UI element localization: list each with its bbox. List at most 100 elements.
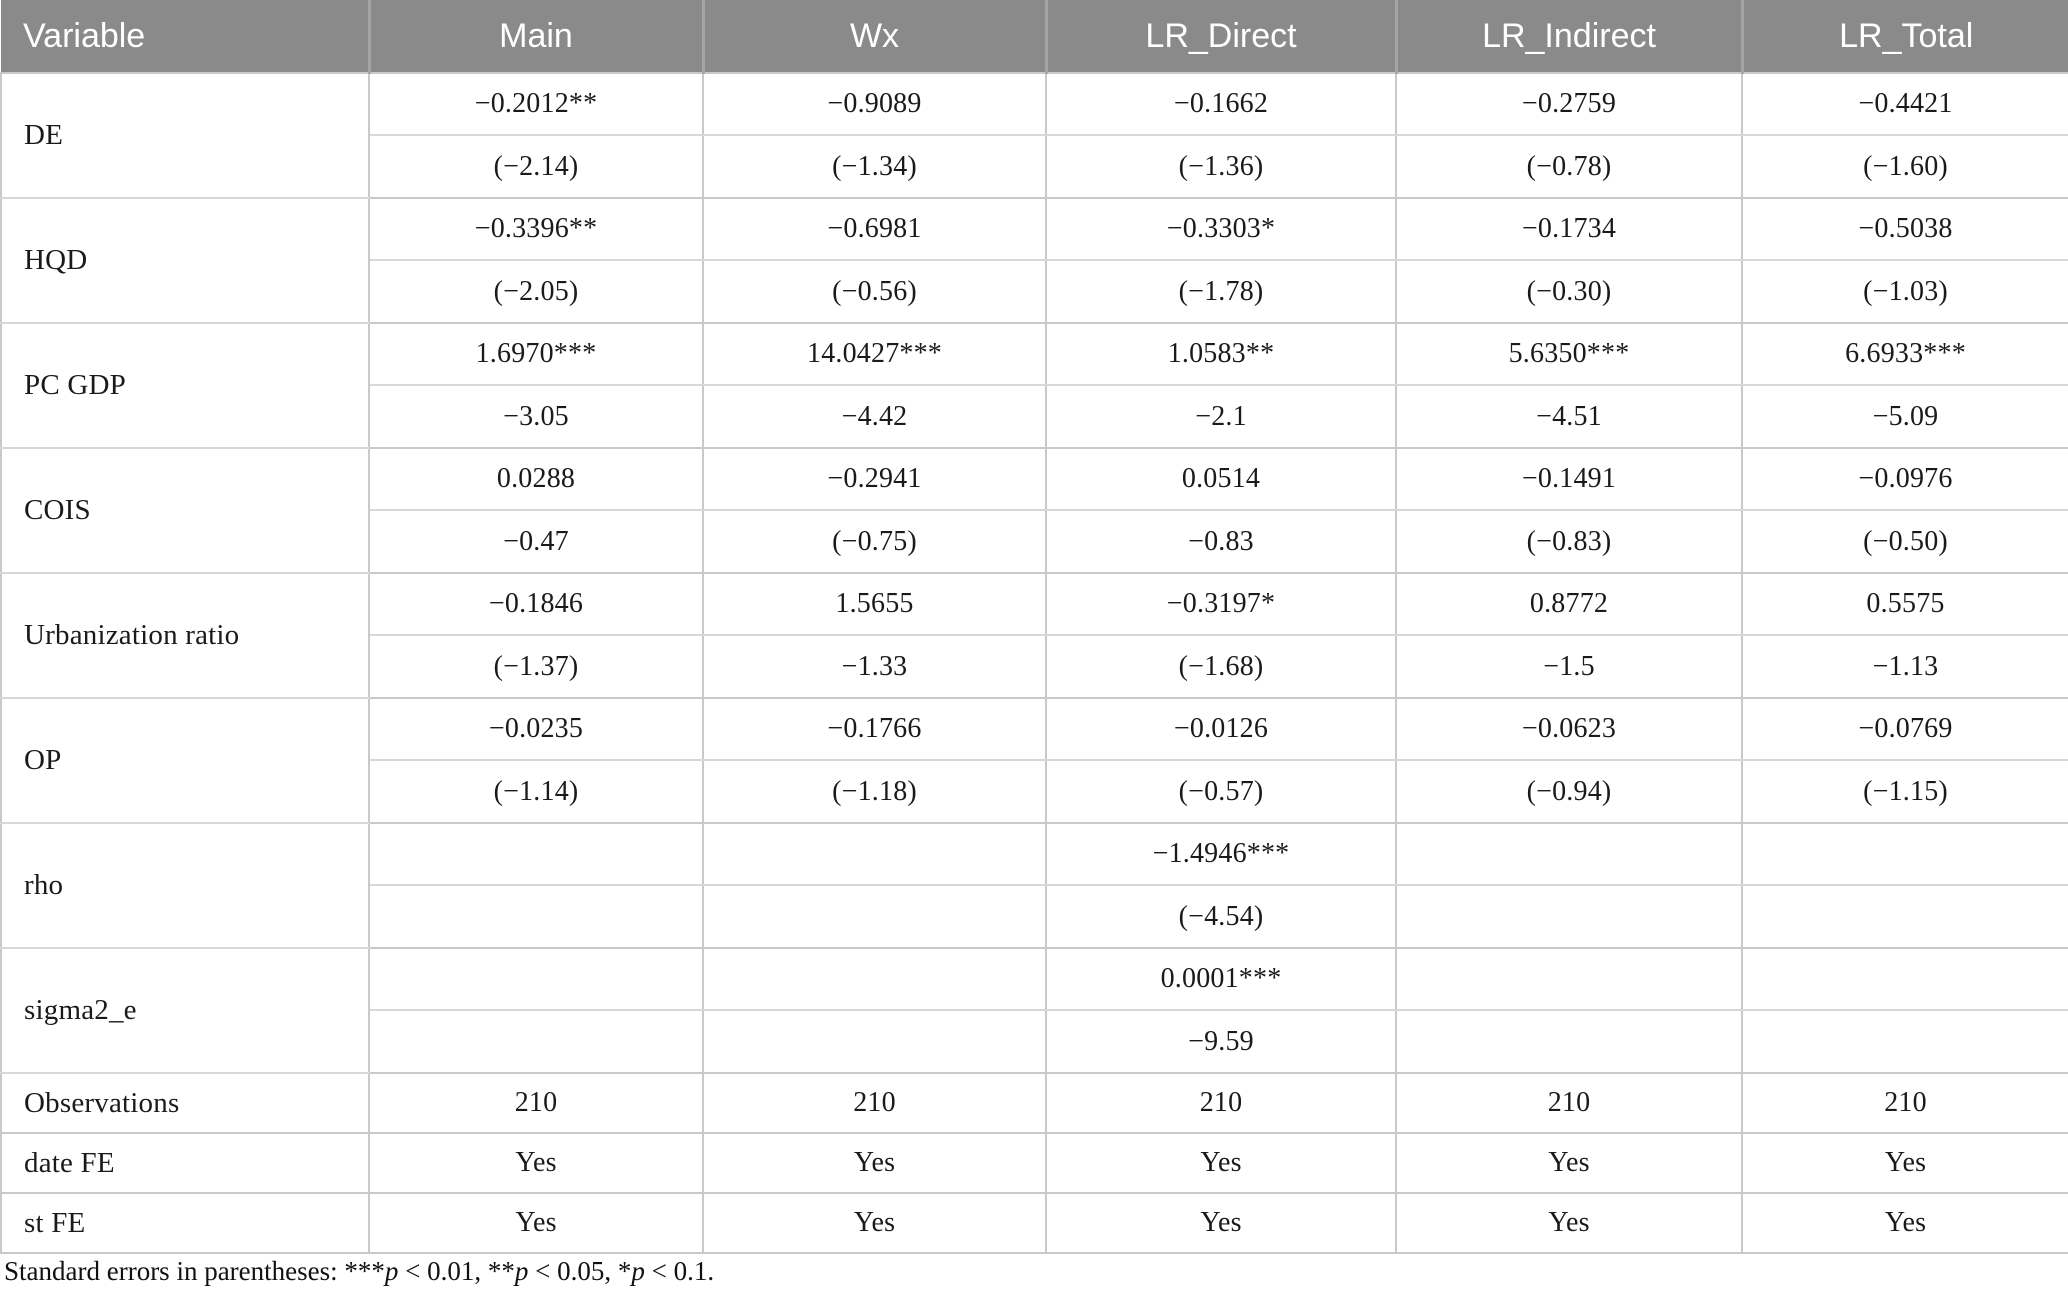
- stat-row-op: (−1.14) (−1.18) (−0.57) (−0.94) (−1.15): [1, 759, 2068, 824]
- summary-label-date-fe: date FE: [0, 1132, 370, 1194]
- coef-cell: −0.9089: [702, 72, 1047, 136]
- table-body: DE −0.2012** −0.9089 −0.1662 −0.2759 −0.4421(…: [0, 72, 2068, 1254]
- coef-row-urbanization-ratio: Urbanization ratio −0.1846 1.5655 −0.3197* 0…: [0, 572, 2068, 699]
- stat-row-pc-gdp: −3.05 −4.42 −2.1 −4.51 −5.09: [1, 384, 2068, 449]
- coef-cell: −0.0126: [1045, 697, 1397, 761]
- coef-cell: −0.0235: [368, 697, 704, 761]
- stat-cell: [1395, 1009, 1743, 1074]
- summary-row-st-fe: st FE Yes Yes Yes Yes Yes: [0, 1192, 2068, 1254]
- coef-cell: −0.3396**: [368, 197, 704, 261]
- coef-cell: 0.5575: [1741, 572, 2068, 636]
- coef-row-cois: COIS 0.0288 −0.2941 0.0514 −0.1491 −0.0976: [0, 447, 2068, 574]
- coef-cell: 14.0427***: [702, 322, 1047, 386]
- coef-row-sigma2-e: sigma2_e 0.0001***: [0, 947, 2068, 1074]
- summary-cell: 210: [702, 1072, 1047, 1134]
- coef-cell: −0.3197*: [1045, 572, 1397, 636]
- stat-cell: −0.83: [1045, 509, 1397, 574]
- stat-cell: (−1.78): [1045, 259, 1397, 324]
- coef-cell: 0.0001***: [1045, 947, 1397, 1011]
- coef-row-de: DE −0.2012** −0.9089 −0.1662 −0.2759 −0.4421: [0, 72, 2068, 199]
- summary-cell: 210: [1045, 1072, 1397, 1134]
- stat-cell: −5.09: [1741, 384, 2068, 449]
- table-header: Variable Main Wx LR_Direct LR_Indirect LR_Tot…: [1, 0, 2068, 73]
- stat-cell: (−0.94): [1395, 759, 1743, 824]
- stat-cell: [702, 1009, 1047, 1074]
- coef-cell: 1.0583**: [1045, 322, 1397, 386]
- coef-cell: [1741, 947, 2068, 1011]
- coef-cell: −0.0769: [1741, 697, 2068, 761]
- stat-cell: (−1.60): [1741, 134, 2068, 199]
- coef-cell: −0.1662: [1045, 72, 1397, 136]
- coef-cell: −0.2759: [1395, 72, 1743, 136]
- stat-cell: (−4.54): [1045, 884, 1397, 949]
- stat-cell: (−0.83): [1395, 509, 1743, 574]
- coef-cell: −0.1846: [368, 572, 704, 636]
- stat-cell: −1.5: [1395, 634, 1743, 699]
- summary-cell: Yes: [368, 1192, 704, 1254]
- stat-cell: (−1.03): [1741, 259, 2068, 324]
- coef-cell: −0.5038: [1741, 197, 2068, 261]
- variable-label-rho: rho: [0, 822, 370, 949]
- stat-cell: (−1.18): [702, 759, 1047, 824]
- coef-cell: −0.0623: [1395, 697, 1743, 761]
- stat-cell: [368, 1009, 704, 1074]
- stat-cell: (−2.14): [368, 134, 704, 199]
- summary-cell: Yes: [702, 1132, 1047, 1194]
- stat-cell: (−0.56): [702, 259, 1047, 324]
- header-cell-lr-direct: LR_Direct: [1046, 0, 1398, 73]
- footnote-segment: < 0.01, **: [398, 1256, 515, 1286]
- footnote-segment: p: [514, 1256, 529, 1286]
- header-cell-main: Main: [369, 0, 705, 73]
- coef-cell: −0.1491: [1395, 447, 1743, 511]
- coef-cell: [702, 822, 1047, 886]
- coef-cell: −0.2012**: [368, 72, 704, 136]
- summary-cell: Yes: [368, 1132, 704, 1194]
- stat-cell: −0.47: [368, 509, 704, 574]
- summary-cell: Yes: [1741, 1192, 2068, 1254]
- summary-cell: 210: [1741, 1072, 2068, 1134]
- coef-cell: −0.1766: [702, 697, 1047, 761]
- coef-row-pc-gdp: PC GDP 1.6970*** 14.0427*** 1.0583** 5.6350*…: [0, 322, 2068, 449]
- regression-results-table: Variable Main Wx LR_Direct LR_Indirect LR_Tot…: [0, 0, 2068, 1254]
- coef-cell: −0.3303*: [1045, 197, 1397, 261]
- summary-cell: Yes: [1045, 1132, 1397, 1194]
- summary-cell: 210: [368, 1072, 704, 1134]
- header-cell-variable: Variable: [1, 0, 371, 73]
- variable-label-urbanization-ratio: Urbanization ratio: [0, 572, 370, 699]
- stat-cell: [368, 884, 704, 949]
- summary-label-observations: Observations: [0, 1072, 370, 1134]
- coef-cell: [1395, 822, 1743, 886]
- stat-cell: −2.1: [1045, 384, 1397, 449]
- stat-cell: −3.05: [368, 384, 704, 449]
- stat-row-cois: −0.47 (−0.75) −0.83 (−0.83) (−0.50): [1, 509, 2068, 574]
- footnote-segment: p: [384, 1256, 399, 1286]
- coef-cell: 1.5655: [702, 572, 1047, 636]
- stat-cell: (−1.68): [1045, 634, 1397, 699]
- summary-cell: Yes: [1395, 1132, 1743, 1194]
- stat-cell: −4.51: [1395, 384, 1743, 449]
- variable-label-de: DE: [0, 72, 370, 199]
- variable-label-pc-gdp: PC GDP: [0, 322, 370, 449]
- variable-label-op: OP: [0, 697, 370, 824]
- stat-cell: [702, 884, 1047, 949]
- coef-row-hqd: HQD −0.3396** −0.6981 −0.3303* −0.1734 −0.503…: [0, 197, 2068, 324]
- stat-cell: −1.33: [702, 634, 1047, 699]
- footnote: Standard errors in parentheses: ***p < 0…: [4, 1256, 714, 1287]
- header-cell-wx: Wx: [703, 0, 1048, 73]
- footnote-segment: p: [631, 1256, 645, 1286]
- stat-cell: −9.59: [1045, 1009, 1397, 1074]
- stat-row-hqd: (−2.05) (−0.56) (−1.78) (−0.30) (−1.03): [1, 259, 2068, 324]
- variable-label-cois: COIS: [0, 447, 370, 574]
- stat-cell: (−0.30): [1395, 259, 1743, 324]
- stat-cell: (−0.57): [1045, 759, 1397, 824]
- coef-row-op: OP −0.0235 −0.1766 −0.0126 −0.0623 −0.0769: [0, 697, 2068, 824]
- coef-cell: −0.1734: [1395, 197, 1743, 261]
- coef-cell: [1395, 947, 1743, 1011]
- stat-row-sigma2-e: −9.59: [1, 1009, 2068, 1074]
- coef-cell: 0.0288: [368, 447, 704, 511]
- coef-cell: 6.6933***: [1741, 322, 2068, 386]
- coef-cell: [368, 947, 704, 1011]
- coef-cell: −0.6981: [702, 197, 1047, 261]
- coef-cell: 1.6970***: [368, 322, 704, 386]
- stat-cell: −4.42: [702, 384, 1047, 449]
